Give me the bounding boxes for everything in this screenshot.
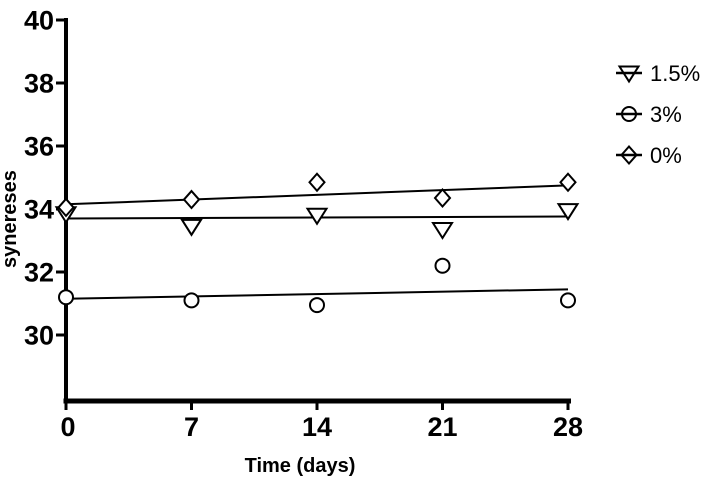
data-point-circle: [434, 257, 451, 274]
data-point-circle: [183, 292, 200, 309]
legend-label-triangle-down: 1.5%: [650, 61, 700, 86]
x-tick-label: 7: [184, 412, 199, 442]
x-tick-label: 21: [427, 412, 457, 442]
legend-label-circle: 3%: [650, 102, 682, 127]
legend: 1.5% 3% 0%: [616, 61, 700, 168]
data-point-diamond: [182, 189, 201, 210]
y-tick-label: 32: [24, 258, 54, 288]
data-point-triangle-down: [556, 203, 580, 221]
y-tick-label: 30: [24, 321, 54, 351]
legend-marker-circle: [621, 106, 637, 122]
data-point-triangle-down: [431, 221, 454, 240]
x-axis-title: Time (days): [245, 455, 356, 477]
data-points-layer: [54, 172, 580, 314]
data-point-circle: [560, 292, 576, 309]
data-point-triangle-down: [180, 218, 203, 237]
y-tick-label: 34: [24, 195, 54, 225]
x-tick-label: 0: [60, 412, 75, 442]
trend-line-circle: [65, 288, 569, 300]
data-point-circle: [309, 297, 325, 314]
y-tick-label: 40: [24, 6, 54, 36]
x-tick-label: 28: [553, 412, 583, 442]
data-point-diamond: [308, 172, 326, 193]
data-point-diamond: [559, 172, 577, 193]
data-point-diamond: [57, 197, 75, 218]
y-axis-title: synereses: [0, 170, 21, 268]
axes-layer: 40 38 36 34 32 30 0 7 14 21 28: [24, 6, 583, 442]
data-point-triangle-down: [305, 207, 329, 226]
legend-marker-diamond: [620, 144, 638, 166]
data-point-diamond: [433, 187, 452, 208]
y-tick-label: 38: [24, 69, 54, 99]
trend-line-diamond: [65, 184, 569, 206]
legend-marker-triangle-down: [617, 65, 641, 84]
trend-lines-layer: [65, 184, 569, 300]
y-tick-label: 36: [24, 132, 54, 162]
x-tick-label: 14: [302, 412, 332, 442]
legend-label-diamond: 0%: [650, 143, 682, 168]
data-point-circle: [58, 289, 74, 306]
